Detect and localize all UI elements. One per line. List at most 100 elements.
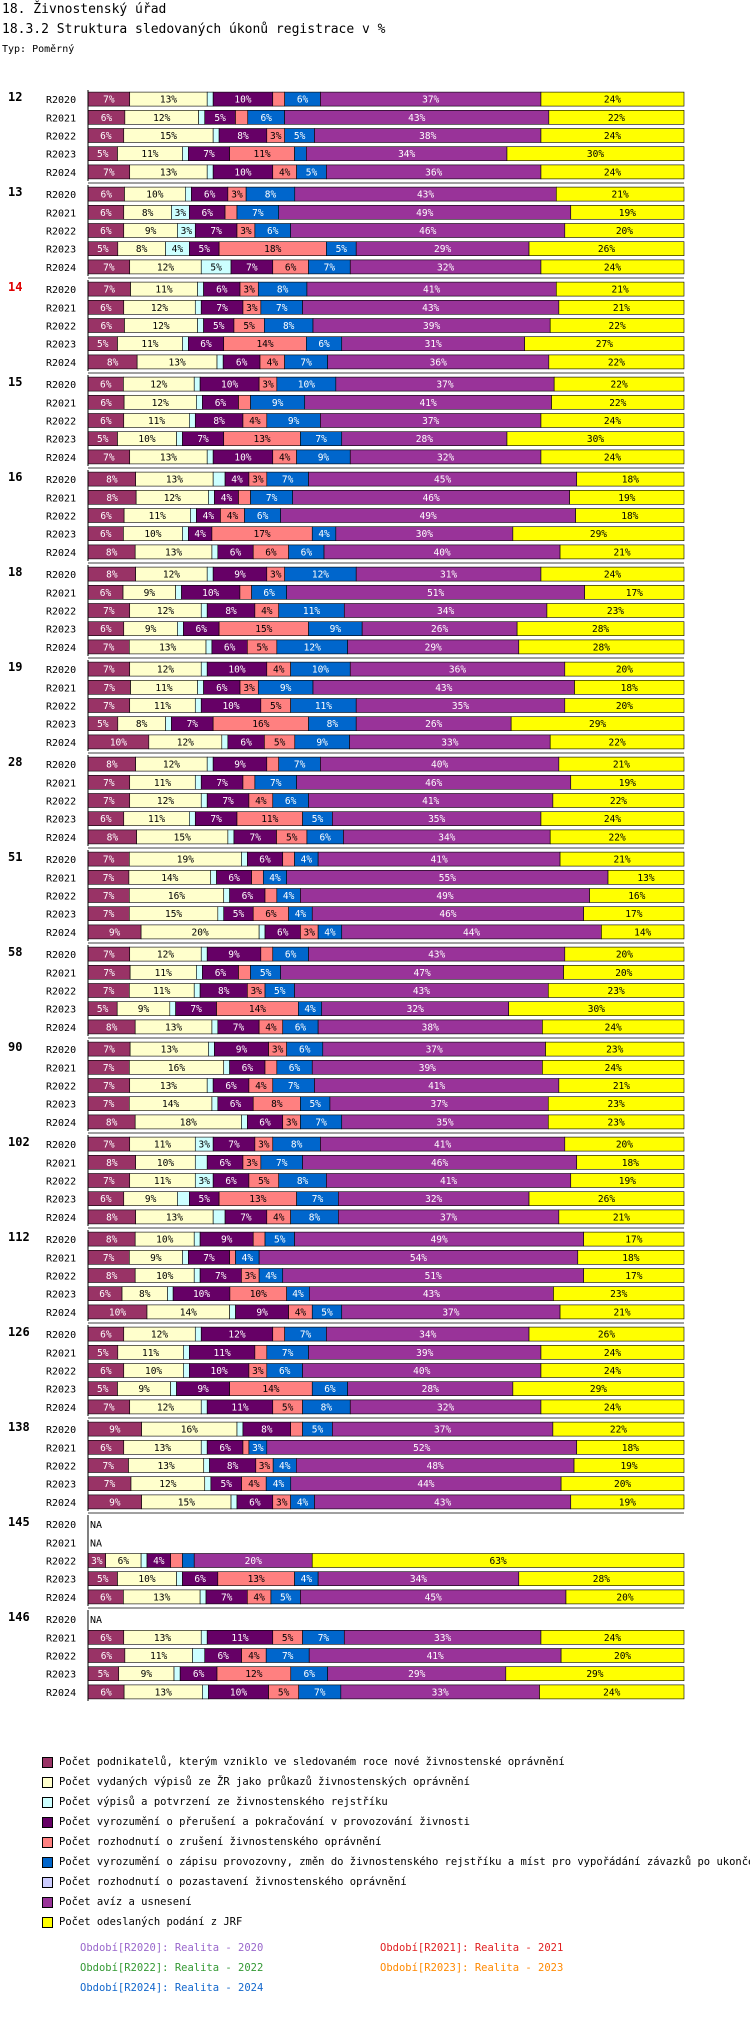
data-label: 29%	[590, 529, 607, 540]
period-label: R2022	[46, 1652, 76, 1663]
data-label: 6%	[285, 796, 297, 807]
bar-segment	[212, 471, 226, 487]
data-label: 32%	[425, 1194, 442, 1205]
bar-segment	[555, 186, 685, 202]
data-label: 36%	[449, 665, 466, 676]
data-label: 6%	[100, 529, 112, 540]
data-label: 39%	[416, 1348, 433, 1359]
bar-segment	[564, 1136, 685, 1152]
bar-segment	[193, 983, 201, 998]
data-label: 9%	[234, 760, 246, 771]
data-label: 12%	[163, 570, 180, 581]
bar-segment	[512, 526, 685, 542]
data-label: 9%	[109, 1425, 121, 1436]
bar-segment	[558, 1209, 685, 1225]
na-label: NA	[90, 1615, 102, 1626]
bar-segment	[549, 734, 685, 750]
data-label: 15%	[160, 131, 177, 142]
data-label: 5%	[309, 1099, 321, 1110]
data-label: 12%	[164, 493, 181, 504]
data-label: 3%	[243, 683, 255, 694]
period-label: R2024	[46, 263, 76, 274]
chart-type-label: Typ: Poměrný	[2, 44, 75, 55]
bar-segment	[506, 431, 685, 447]
legend-swatch	[42, 1896, 53, 1908]
data-label: 37%	[436, 380, 453, 391]
bar-segment	[540, 1363, 685, 1378]
data-label: 7%	[288, 1081, 300, 1092]
data-label: 5%	[258, 1176, 270, 1187]
bar-segment	[559, 1304, 685, 1320]
data-label: 29%	[586, 1669, 603, 1680]
data-label: 4%	[279, 167, 291, 178]
period-label: R2022	[46, 1557, 76, 1568]
data-label: 30%	[416, 529, 433, 540]
data-label: 14%	[262, 1384, 279, 1395]
legend-item: Počet vyrozumění o přerušení a pokračová…	[42, 1812, 748, 1832]
data-label: 30%	[587, 149, 604, 160]
data-label: 5%	[97, 1574, 109, 1585]
bar-segment	[217, 906, 225, 922]
period-label: R2024	[46, 643, 76, 654]
data-label: 13%	[154, 1443, 171, 1454]
bar-segment	[272, 91, 285, 107]
bar-segment	[140, 1553, 148, 1568]
bar-segment	[229, 1250, 236, 1265]
bar-segment	[169, 1001, 176, 1017]
data-label: 9%	[236, 1045, 248, 1056]
data-label: 21%	[613, 547, 630, 558]
bar-segment	[583, 906, 685, 922]
data-label: 4%	[292, 1289, 304, 1300]
data-label: 5%	[280, 1592, 292, 1603]
data-label: 5%	[98, 1669, 110, 1680]
data-label: 7%	[324, 262, 336, 273]
period-label: R2022	[46, 1272, 76, 1283]
data-label: 3%	[252, 1443, 264, 1454]
bar-segment	[194, 300, 202, 315]
period-label: R2020	[46, 1140, 76, 1151]
data-label: 10%	[234, 452, 251, 463]
bar-segment	[200, 946, 208, 962]
data-label: 10%	[109, 1307, 126, 1318]
bar-segment	[238, 489, 251, 505]
data-label: 15%	[178, 1497, 195, 1508]
period-label: R2023	[46, 1005, 76, 1016]
bar-segment	[574, 679, 685, 695]
bar-segment	[584, 584, 685, 600]
data-label: 10%	[157, 1158, 174, 1169]
data-label: 4%	[304, 1004, 316, 1015]
bar-segment	[548, 354, 685, 370]
bar-segment	[193, 376, 201, 392]
data-label: 4%	[267, 357, 279, 368]
bar-segment	[540, 811, 685, 827]
data-label: 4%	[318, 529, 330, 540]
bar-segment	[182, 1250, 189, 1265]
period-label: R2024	[46, 1593, 76, 1604]
data-label: 36%	[430, 357, 447, 368]
data-label: 13%	[166, 475, 183, 486]
data-label: 24%	[604, 452, 621, 463]
data-label: 24%	[604, 262, 621, 273]
data-label: 12%	[152, 321, 169, 332]
period-label: R2020	[46, 855, 76, 866]
period-label: R2022	[46, 1462, 76, 1473]
bar-segment	[177, 621, 184, 637]
data-label: 7%	[210, 814, 222, 825]
data-label: 6%	[101, 190, 113, 201]
data-label: 6%	[249, 1497, 261, 1508]
data-label: 11%	[154, 1176, 171, 1187]
data-label: 14%	[256, 339, 273, 350]
data-label: 7%	[103, 1081, 115, 1092]
data-label: 7%	[300, 1330, 312, 1341]
data-label: 23%	[606, 1045, 623, 1056]
period-label: R2022	[46, 607, 76, 618]
period-label: R2024	[46, 548, 76, 559]
data-label: 12%	[312, 570, 329, 581]
legend-label: Počet vydaných výpisů ze ŽR jako průkazů…	[59, 1776, 470, 1788]
data-label: 63%	[490, 1556, 507, 1567]
data-label: 28%	[593, 1574, 610, 1585]
data-label: 6%	[99, 1289, 111, 1300]
bar-segment	[563, 964, 685, 980]
legend-swatch	[42, 1776, 53, 1788]
data-label: 6%	[217, 1651, 229, 1662]
